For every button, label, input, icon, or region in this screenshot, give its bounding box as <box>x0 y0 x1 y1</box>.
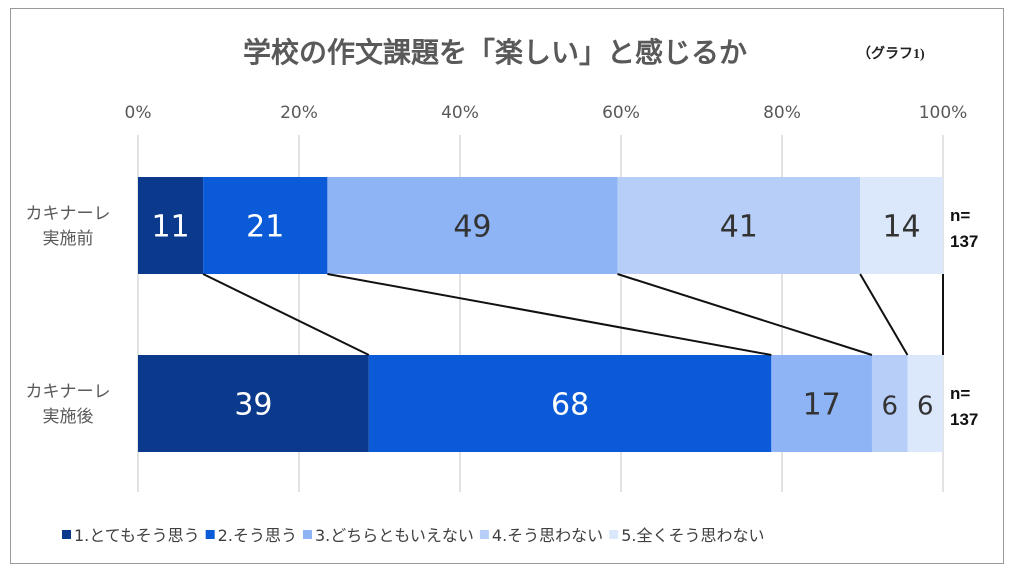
legend-swatch <box>62 530 71 539</box>
x-tick-label: 40% <box>441 103 479 123</box>
category-label: カキナーレ <box>26 204 111 224</box>
chart-frame <box>10 8 1004 564</box>
x-tick-label: 0% <box>125 103 152 123</box>
bar-segment <box>871 355 908 452</box>
data-label: 17 <box>803 388 841 423</box>
bar-segment <box>203 177 328 274</box>
chart-subtitle: （グラフ1) <box>857 45 925 62</box>
category-label: カキナーレ <box>26 382 111 402</box>
legend-swatch <box>609 530 619 539</box>
data-label: 11 <box>151 210 189 245</box>
bar-segment <box>138 177 204 274</box>
category-label: 実施前 <box>43 229 94 249</box>
x-tick-label: 20% <box>280 103 318 123</box>
legend-swatch <box>205 530 215 539</box>
legend-label: 2.そう思う <box>218 526 297 545</box>
bar-segment <box>617 177 861 274</box>
data-label: 39 <box>234 388 272 423</box>
data-label: 21 <box>246 210 284 245</box>
n-label: n= <box>950 384 970 403</box>
bar-segment <box>327 177 618 274</box>
legend-label: 3.どちらともいえない <box>315 526 474 545</box>
legend-label: 4.そう思わない <box>492 526 603 545</box>
series-connector-line <box>859 273 909 356</box>
series-connector-line <box>617 273 873 356</box>
legend-swatch <box>479 530 489 539</box>
x-tick-label: 60% <box>602 103 640 123</box>
bar-segment <box>860 177 943 274</box>
legend-swatch <box>302 530 312 539</box>
x-tick-label: 100% <box>919 103 968 123</box>
legend-label: 1.とてもそう思う <box>74 526 200 545</box>
bar-segment <box>138 355 369 452</box>
n-label: 137 <box>950 232 978 251</box>
data-label: 6 <box>881 392 898 422</box>
series-connector-line <box>202 273 370 356</box>
series-connector-line <box>327 273 772 356</box>
bar-segment <box>771 355 872 452</box>
category-label: 実施後 <box>43 407 94 427</box>
data-label: 6 <box>917 392 934 422</box>
data-label: 14 <box>882 210 920 245</box>
n-label: n= <box>950 206 970 225</box>
x-tick-label: 80% <box>763 103 801 123</box>
data-label: 68 <box>551 388 589 423</box>
bar-segment <box>368 355 772 452</box>
data-label: 49 <box>453 210 491 245</box>
n-label: 137 <box>950 410 978 429</box>
legend-label: 5.全くそう思わない <box>621 526 764 545</box>
bar-segment <box>907 355 943 452</box>
chart-title: 学校の作文課題を「楽しい」と感じるか <box>243 36 747 69</box>
data-label: 41 <box>720 210 758 245</box>
